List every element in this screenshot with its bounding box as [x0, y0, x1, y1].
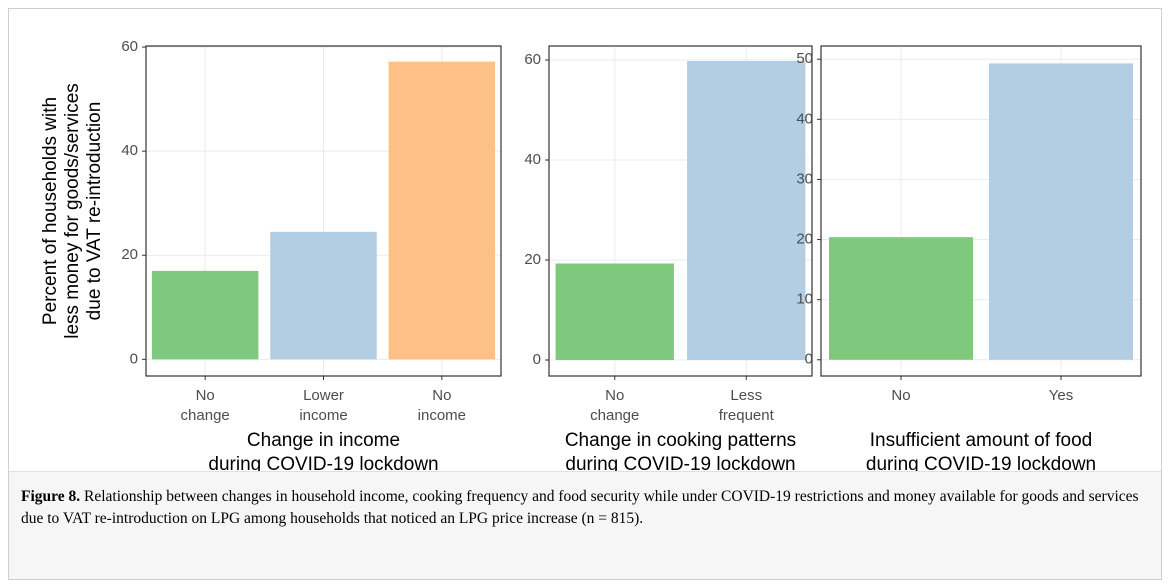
caption: Figure 8. Relationship between changes i…	[9, 471, 1161, 579]
y-tick-label: 40	[524, 151, 541, 168]
figure: 0 20 40 60 No change Lower income No income Change…	[8, 8, 1162, 580]
panel-border	[548, 45, 813, 377]
y-tick-label: 0	[805, 351, 813, 368]
y-axis-title: less money for goods/services	[62, 83, 83, 339]
x-tick-label: Yes	[1049, 387, 1073, 404]
x-tick-label: No change	[181, 387, 230, 424]
y-axis-title: due to VAT re-introduction	[84, 102, 105, 321]
y-tick-label: 0	[533, 351, 541, 368]
x-tick-line: Yes	[1049, 387, 1073, 404]
bar	[687, 61, 806, 360]
x-tick-line: change	[181, 407, 230, 424]
y-tick-label: 60	[524, 51, 541, 68]
x-tick-line: change	[590, 407, 639, 424]
x-axis-title: Change in income	[247, 430, 400, 451]
bar	[989, 63, 1133, 360]
x-tick-line: income	[418, 407, 466, 424]
x-axis-title: during COVID-19 lockdown	[208, 454, 438, 471]
y-tick-label: 60	[121, 38, 138, 55]
x-axis-title: during COVID-19 lockdown	[866, 454, 1096, 471]
y-tick-label: 0	[130, 350, 138, 367]
x-tick-line: No	[891, 387, 910, 404]
caption-text: Relationship between changes in househol…	[21, 488, 1139, 527]
y-tick-label: 20	[121, 246, 138, 263]
x-tick-label: No change	[590, 387, 639, 424]
charts: 0 20 40 60 No change Lower income No income Change…	[40, 38, 1142, 471]
x-tick-line: income	[299, 407, 347, 424]
y-tick-label: 10	[796, 291, 813, 308]
panel-border	[820, 45, 1142, 377]
x-tick-label: No income	[418, 387, 466, 424]
x-axis-title: Insufficient amount of food	[870, 430, 1093, 451]
x-tick-line: Less	[730, 387, 762, 404]
bar	[555, 263, 674, 360]
y-tick-label: 40	[796, 110, 813, 127]
x-axis-title: Change in cooking patterns	[565, 430, 796, 451]
y-tick-label: 20	[524, 251, 541, 268]
x-tick-label: No	[891, 387, 910, 404]
bar	[829, 237, 973, 360]
panel-border	[145, 45, 502, 377]
x-axis-title: during COVID-19 lockdown	[565, 454, 795, 471]
y-tick-label: 50	[796, 50, 813, 67]
y-tick-label: 40	[121, 142, 138, 159]
x-tick-line: frequent	[719, 407, 775, 424]
y-tick-label: 30	[796, 170, 813, 187]
x-tick-line: Lower	[303, 387, 344, 404]
y-tick-label: 20	[796, 231, 813, 248]
x-tick-line: No	[605, 387, 624, 404]
x-tick-label: Lower income	[299, 387, 347, 424]
caption-label: Figure 8.	[21, 488, 81, 505]
bar	[270, 231, 377, 360]
x-tick-line: No	[432, 387, 451, 404]
bar	[388, 61, 496, 360]
x-tick-label: Less frequent	[719, 387, 775, 424]
y-axis-title: Percent of households with	[40, 97, 61, 325]
bar	[151, 270, 259, 360]
x-tick-line: No	[196, 387, 215, 404]
